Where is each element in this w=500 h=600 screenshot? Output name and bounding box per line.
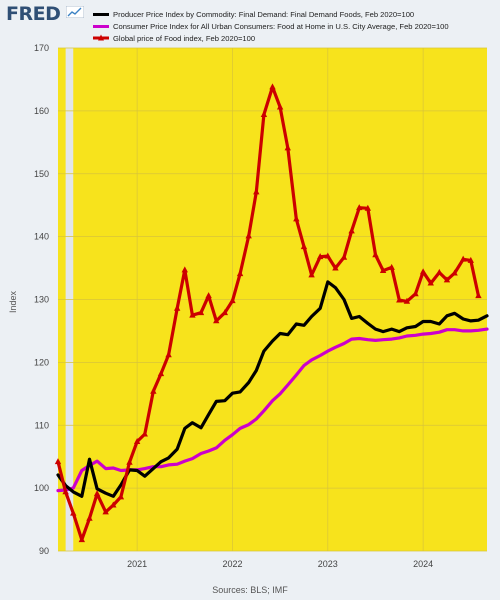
data-point[interactable] [396,296,403,303]
data-point[interactable] [372,251,379,258]
legend-item-ppi[interactable]: Producer Price Index by Commodity: Final… [93,8,414,20]
chart-header: FRED Producer Price Index by Commodity: … [0,0,500,45]
data-point[interactable] [62,488,69,495]
data-point[interactable] [157,370,165,377]
data-point[interactable] [475,292,482,299]
data-point[interactable] [245,232,252,239]
data-point[interactable] [419,268,427,275]
data-point[interactable] [117,493,125,500]
legend-swatch-cpi [93,24,109,28]
trend-line-icon [66,6,84,18]
data-point[interactable] [141,430,148,437]
data-point[interactable] [356,204,363,211]
data-point[interactable] [133,437,141,444]
legend-label-global-food: Global price of Food index, Feb 2020=100 [113,33,256,43]
y-tick-label: 110 [35,420,49,430]
data-point[interactable] [189,311,196,318]
data-point[interactable] [276,103,284,110]
y-axis-label: Index [8,290,18,313]
data-point[interactable] [412,290,419,297]
data-point[interactable] [213,317,220,324]
data-point[interactable] [348,227,355,234]
data-point[interactable] [269,83,276,90]
legend-swatch-global-food [93,34,109,41]
data-point[interactable] [173,304,181,311]
data-point[interactable] [205,292,212,299]
source-note: Sources: BLS; IMF [212,585,288,595]
x-tick-label: 2022 [222,559,242,569]
series-line-ppi[interactable] [56,280,489,498]
legend-label-ppi: Producer Price Index by Commodity: Final… [113,9,415,19]
data-point[interactable] [436,268,443,275]
data-point[interactable] [229,297,236,304]
data-point[interactable] [332,264,339,271]
data-point[interactable] [284,144,291,151]
y-tick-label: 100 [34,483,49,493]
data-point[interactable] [308,271,315,278]
x-tick-label: 2021 [127,559,147,569]
data-point[interactable] [451,269,458,276]
data-point[interactable] [379,266,387,273]
legend-item-cpi[interactable]: Consumer Price Index for All Urban Consu… [93,20,449,32]
data-point[interactable] [197,309,205,316]
data-point[interactable] [110,501,117,508]
y-tick-label: 170 [34,43,49,53]
data-point[interactable] [427,279,434,286]
legend-swatch-ppi [93,12,109,16]
data-point[interactable] [324,252,331,259]
y-tick-label: 160 [34,106,49,116]
data-point[interactable] [260,111,268,118]
data-point[interactable] [364,204,372,211]
data-point[interactable] [70,509,77,516]
legend-label-cpi: Consumer Price Index for All Urban Consu… [113,21,449,31]
data-point[interactable] [459,255,467,262]
data-point[interactable] [340,253,348,260]
series-line-global-food[interactable] [56,85,480,542]
data-point[interactable] [293,215,300,222]
data-point[interactable] [300,243,308,250]
y-tick-label: 120 [34,357,49,367]
y-tick-label: 150 [34,169,49,179]
data-point[interactable] [253,188,260,195]
data-point[interactable] [150,387,157,394]
data-point[interactable] [102,508,109,515]
data-point[interactable] [181,266,188,273]
data-point[interactable] [165,351,172,358]
data-point[interactable] [126,458,133,465]
data-point[interactable] [443,276,451,283]
data-point[interactable] [93,490,101,497]
y-tick-label: 130 [34,295,49,305]
legend-item-global-food[interactable]: Global price of Food index, Feb 2020=100 [93,32,255,44]
data-point[interactable] [86,514,93,521]
data-point[interactable] [221,309,229,316]
data-point[interactable] [467,256,474,263]
data-point[interactable] [78,536,86,543]
data-point[interactable] [316,253,324,260]
data-point[interactable] [236,270,244,277]
data-point[interactable] [403,297,411,304]
data-point[interactable] [54,458,62,465]
y-tick-label: 140 [34,232,49,242]
x-tick-label: 2024 [413,559,433,569]
y-tick-label: 90 [39,546,49,556]
x-tick-label: 2023 [318,559,338,569]
fred-logo[interactable]: FRED [6,3,61,25]
data-point[interactable] [388,263,395,270]
